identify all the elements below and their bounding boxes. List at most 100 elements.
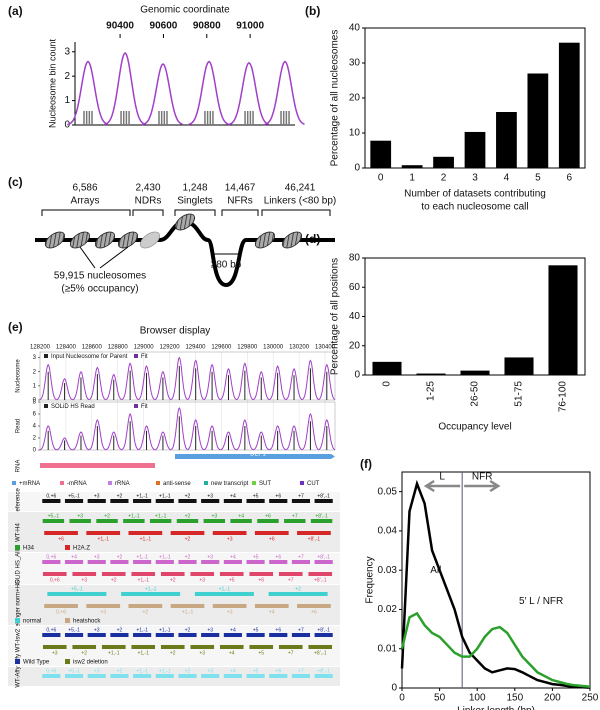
nucleosome-call <box>190 645 215 649</box>
nucleosome-call <box>176 519 199 523</box>
fit-curve <box>220 368 237 401</box>
nucleosome-call <box>178 633 197 637</box>
fit-curve <box>269 425 286 451</box>
legend-swatch <box>65 545 70 550</box>
call-label: +2 <box>185 536 191 542</box>
call-label: +6 <box>269 536 275 542</box>
chart-title: Genomic coordinate <box>140 5 230 16</box>
call-label: +7 <box>298 493 304 499</box>
legend-label: new transcript <box>211 481 249 487</box>
group-name: Arrays <box>71 196 100 207</box>
y-tick-label: 0 <box>391 683 397 694</box>
fit-curve <box>88 366 106 401</box>
nucleosome-call <box>314 633 333 637</box>
fit-curve <box>56 378 73 401</box>
call-label: +3 <box>94 627 100 633</box>
fit-curve <box>121 362 139 401</box>
x-tick-label: 150 <box>506 693 523 704</box>
fit-curve <box>236 419 254 451</box>
call-label: +3 <box>100 609 106 615</box>
call-label: 0,+6 <box>46 627 56 633</box>
fit-curve <box>301 413 319 451</box>
arrow <box>464 479 501 493</box>
nucleosome-call <box>291 633 311 637</box>
y-tick-label: 20 <box>349 340 361 351</box>
call-label: +2 <box>185 554 191 560</box>
call-label: +6 <box>275 627 281 633</box>
fit-curve <box>154 431 172 451</box>
nucleosome-call <box>87 633 106 637</box>
legend-swatch <box>204 481 208 485</box>
nucleosome-call <box>170 604 205 608</box>
call-label: +2 <box>170 577 176 583</box>
call-label: +5 <box>258 650 264 656</box>
call-label: +2 <box>111 577 117 583</box>
fit-curve <box>142 62 183 126</box>
call-label: +1,-1 <box>97 536 109 542</box>
nucleosome-call <box>284 519 306 523</box>
legend-swatch <box>134 404 138 408</box>
y-tick-label: 2 <box>64 71 70 82</box>
fit-curve <box>138 425 155 451</box>
track-label: Nucleosome <box>16 359 22 393</box>
nucleosome-call <box>246 560 265 564</box>
legend-swatch <box>252 481 256 485</box>
call-label: +3 <box>207 668 213 674</box>
annotation: NFR <box>472 472 493 483</box>
call-label: +1,-1 <box>145 586 157 592</box>
nucleosome-call <box>44 604 78 608</box>
legend-label: H2A.Z <box>73 546 90 552</box>
call-label: +3 <box>227 536 233 542</box>
call-label: +5 <box>253 554 259 560</box>
nucleosome-call <box>201 560 220 564</box>
track-label: Read <box>16 419 22 433</box>
y-tick-label: 40 <box>349 311 361 322</box>
fit-curve <box>104 51 145 126</box>
panel-label: (f) <box>360 457 372 471</box>
bar <box>401 165 423 168</box>
fit-curve <box>236 362 254 401</box>
call-label: +5 <box>229 577 235 583</box>
call-label: +6 <box>275 554 281 560</box>
nucleosome-call <box>87 560 106 564</box>
nucleosome-call <box>42 560 61 564</box>
call-label: +8',-1 <box>315 513 328 519</box>
legend-label: Fit <box>141 354 148 360</box>
series-line <box>400 611 591 689</box>
y-tick-label: 0 <box>354 163 360 174</box>
nucleosome-call <box>201 674 220 678</box>
call-label: +1,-1 <box>159 554 171 560</box>
nucleosome-call <box>212 531 247 535</box>
diagram-c: 6,586 Arrays 2,430 NDRs 1,248 Singlets 1… <box>35 183 336 295</box>
nucleosome-call <box>131 572 156 576</box>
fit-curve <box>67 60 108 126</box>
coordinate: 129000 <box>134 345 155 351</box>
count: 14,467 <box>225 183 256 194</box>
group-name: Linkers (<80 bp) <box>264 196 337 207</box>
bar <box>370 140 392 168</box>
x-tick-label: 0 <box>382 381 393 387</box>
row-label: Reference <box>16 487 22 515</box>
nucleosome-call <box>87 674 106 678</box>
nucleosome-call <box>47 592 107 596</box>
y-tick-label: 2 <box>33 436 37 442</box>
panel-label: (e) <box>8 320 23 334</box>
call-label: +3 <box>199 650 205 656</box>
coordinate: 128800 <box>108 345 129 351</box>
fit-curve <box>285 425 303 451</box>
call-label: +5,-1 <box>48 513 60 519</box>
coordinate: 130400 <box>315 345 336 351</box>
nucleosome-call <box>128 531 163 535</box>
coordinate: 129400 <box>185 345 206 351</box>
nucleosome-call <box>72 645 97 649</box>
x-tick-label: 91000 <box>236 21 264 32</box>
call-label: +4 <box>269 609 275 615</box>
call-label: +5 <box>253 668 259 674</box>
x-axis-label: Number of datasets contributing <box>404 189 546 200</box>
nucleosome-call <box>121 592 181 596</box>
call-label: +3 <box>199 577 205 583</box>
nucleosome-call <box>42 572 67 576</box>
call-label: +2 <box>117 554 123 560</box>
nucleosome-call <box>42 645 67 649</box>
